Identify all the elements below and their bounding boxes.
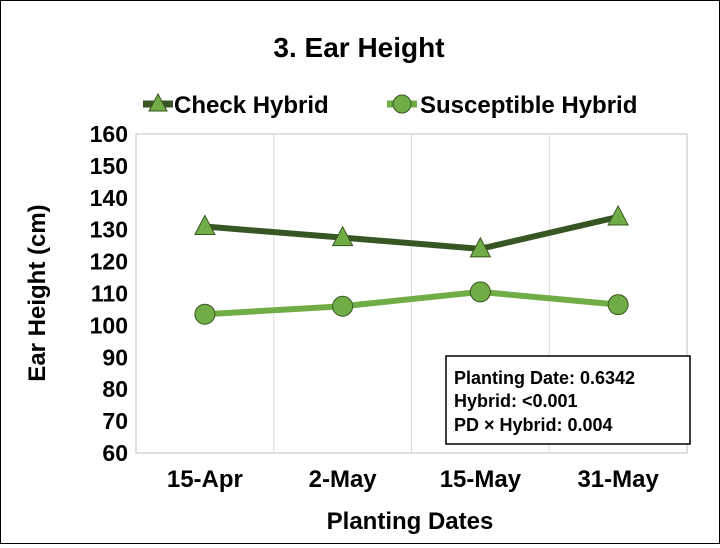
legend-circle-marker bbox=[392, 94, 412, 114]
y-axis-ticks: 60 70 80 90 100 110 120 130 140 150 160 bbox=[90, 121, 128, 466]
stats-line-planting-date: Planting Date: 0.6342 bbox=[454, 368, 635, 388]
legend-label-check: Check Hybrid bbox=[174, 92, 329, 119]
y-tick-label: 130 bbox=[90, 217, 128, 243]
stats-line-interaction: PD × Hybrid: 0.004 bbox=[454, 415, 613, 435]
stats-line-hybrid: Hybrid: <0.001 bbox=[454, 391, 578, 411]
y-axis-title: Ear Height (cm) bbox=[24, 204, 51, 381]
y-tick-label: 80 bbox=[102, 376, 128, 402]
stats-annotation: Planting Date: 0.6342 Hybrid: <0.001 PD … bbox=[445, 355, 691, 445]
x-tick-label: 15-Apr bbox=[167, 466, 243, 493]
y-tick-label: 160 bbox=[90, 121, 128, 147]
stats-box bbox=[445, 355, 691, 445]
y-tick-label: 140 bbox=[90, 185, 128, 211]
chart-title: 3. Ear Height bbox=[273, 32, 444, 63]
data-point-susceptible-hybrid bbox=[194, 303, 216, 325]
y-tick-label: 60 bbox=[102, 440, 128, 466]
legend: Check Hybrid Susceptible Hybrid bbox=[143, 92, 637, 119]
x-tick-label: 31-May bbox=[577, 466, 659, 493]
data-point-check-hybrid bbox=[331, 225, 354, 247]
y-tick-label: 100 bbox=[90, 312, 128, 338]
y-tick-label: 90 bbox=[102, 344, 128, 370]
data-point-check-hybrid bbox=[469, 236, 492, 258]
series-line-susceptible-hybrid bbox=[201, 288, 622, 318]
y-tick-label: 110 bbox=[91, 281, 128, 307]
x-axis-title: Planting Dates bbox=[327, 508, 494, 535]
data-point-check-hybrid bbox=[194, 214, 216, 236]
data-point-check-hybrid bbox=[607, 204, 629, 226]
series-line-check-hybrid bbox=[201, 213, 622, 252]
y-tick-label: 120 bbox=[90, 249, 128, 275]
y-tick-label: 150 bbox=[90, 153, 128, 179]
y-tick-label: 70 bbox=[102, 408, 128, 434]
data-point-susceptible-hybrid bbox=[469, 281, 491, 303]
data-point-susceptible-hybrid bbox=[607, 294, 629, 316]
legend-triangle-marker bbox=[148, 92, 168, 112]
data-point-susceptible-hybrid bbox=[332, 295, 354, 317]
x-tick-label: 15-May bbox=[440, 466, 522, 493]
x-tick-label: 2-May bbox=[309, 466, 378, 493]
series-layer bbox=[194, 204, 629, 325]
legend-label-susceptible: Susceptible Hybrid bbox=[420, 92, 637, 119]
x-axis-ticks: 15-Apr 2-May 15-May 31-May bbox=[167, 466, 660, 493]
